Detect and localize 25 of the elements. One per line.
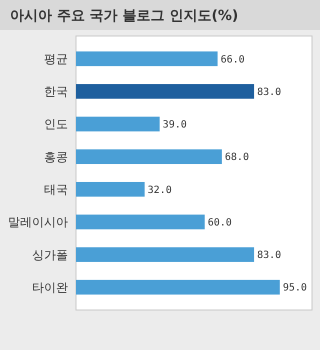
data-label: 83.0 — [257, 86, 282, 98]
y-tick-label: 홍콩 — [44, 150, 68, 164]
data-label: 68.0 — [224, 152, 249, 164]
y-tick-label: 평균 — [44, 52, 68, 66]
bar — [76, 182, 145, 197]
data-label: 60.0 — [208, 217, 232, 228]
data-label: 39.0 — [162, 120, 187, 131]
bar — [76, 149, 222, 164]
y-tick-label: 태국 — [44, 182, 68, 197]
data-label: 83.0 — [257, 250, 282, 262]
y-tick-label: 말레이시아 — [8, 215, 68, 230]
data-label: 32.0 — [148, 184, 172, 196]
y-tick-label: 한국 — [44, 84, 68, 99]
y-tick-label: 타이완 — [32, 280, 68, 294]
chart-title: 아시아 주요 국가 블로그 인지도(%) — [10, 8, 238, 24]
bar — [76, 280, 280, 295]
bar — [76, 116, 160, 132]
y-tick-label: 싱가폴 — [32, 248, 68, 262]
data-label: 95.0 — [282, 282, 307, 294]
y-tick-label: 인도 — [44, 117, 68, 132]
bar — [76, 214, 205, 230]
data-label: 66.0 — [220, 54, 245, 66]
bar — [76, 51, 218, 66]
bar — [76, 84, 254, 99]
bar — [76, 247, 254, 262]
